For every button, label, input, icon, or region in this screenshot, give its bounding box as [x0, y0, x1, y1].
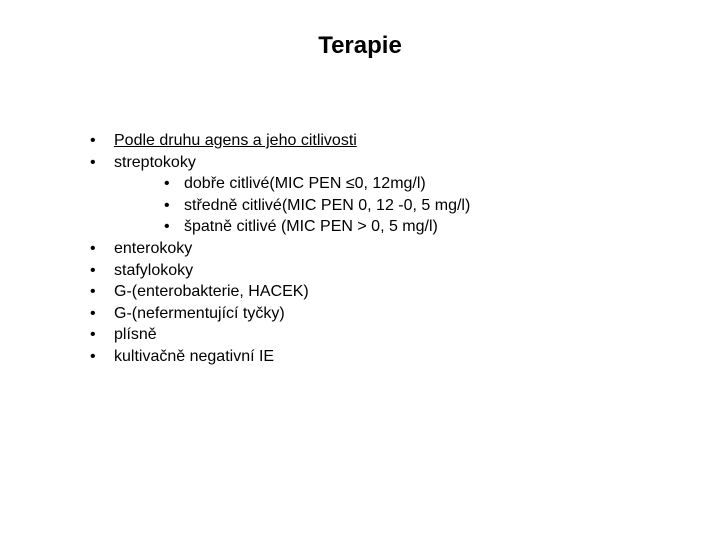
sub-list-item-text: středně citlivé(MIC PEN 0, 12 -0, 5 mg/l… — [184, 197, 470, 214]
list-item-text: G-(nefermentující tyčky) — [114, 305, 285, 322]
list-item-text: Podle druhu agens a jeho citlivosti — [114, 132, 357, 149]
sub-list-item: středně citlivé(MIC PEN 0, 12 -0, 5 mg/l… — [164, 195, 670, 217]
list-item-text: G-(enterobakterie, HACEK) — [114, 283, 309, 300]
list-item: Podle druhu agens a jeho citlivosti — [90, 130, 670, 152]
list-item-text: streptokoky — [114, 154, 196, 171]
list-item: G-(nefermentující tyčky) — [90, 303, 670, 325]
sub-list-item: špatně citlivé (MIC PEN > 0, 5 mg/l) — [164, 216, 670, 238]
list-item-text: stafylokoky — [114, 262, 193, 279]
slide: Terapie Podle druhu agens a jeho citlivo… — [0, 0, 720, 540]
list-item: plísně — [90, 324, 670, 346]
list-item-text: plísně — [114, 326, 157, 343]
sub-list-item-text: špatně citlivé (MIC PEN > 0, 5 mg/l) — [184, 218, 438, 235]
slide-title: Terapie — [50, 32, 670, 60]
list-item: stafylokoky — [90, 260, 670, 282]
sub-list-item: dobře citlivé(MIC PEN ≤0, 12mg/l) — [164, 173, 670, 195]
list-item: enterokoky — [90, 238, 670, 260]
list-item: streptokoky dobře citlivé(MIC PEN ≤0, 12… — [90, 152, 670, 238]
sub-list-item-text: dobře citlivé(MIC PEN ≤0, 12mg/l) — [184, 175, 426, 192]
sub-bullet-list: dobře citlivé(MIC PEN ≤0, 12mg/l) středn… — [114, 173, 670, 238]
list-item: G-(enterobakterie, HACEK) — [90, 281, 670, 303]
bullet-list: Podle druhu agens a jeho citlivosti stre… — [50, 130, 670, 368]
list-item-text: kultivačně negativní IE — [114, 348, 274, 365]
list-item: kultivačně negativní IE — [90, 346, 670, 368]
list-item-text: enterokoky — [114, 240, 192, 257]
